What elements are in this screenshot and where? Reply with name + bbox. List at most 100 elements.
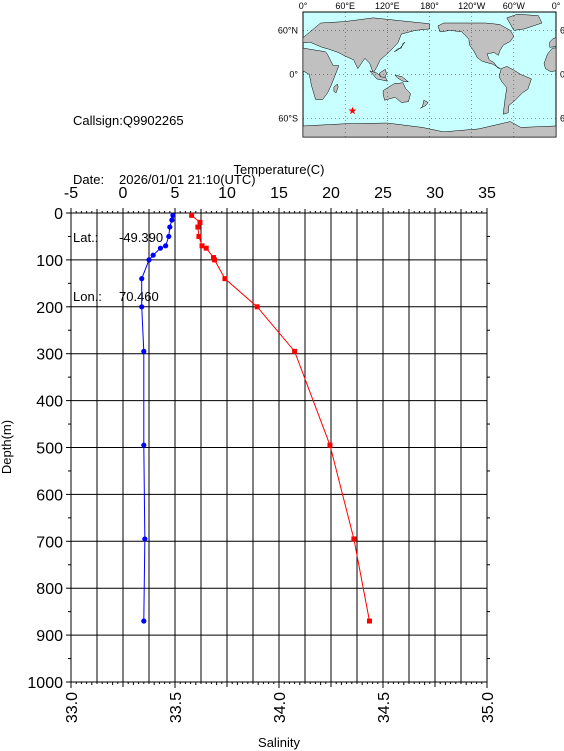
salinity-tick-label: 35.0	[480, 692, 497, 723]
date-row: Date: 2026/01/01 21:10(UTC)	[73, 170, 256, 190]
chart-grid	[70, 212, 488, 683]
salinity-point	[142, 536, 148, 542]
salinity-point	[170, 212, 176, 218]
lat-value: -49.390	[119, 230, 164, 245]
land-eurasia	[302, 17, 430, 74]
map-lon-label: 180°	[420, 1, 439, 11]
temperature-profile-line	[191, 214, 370, 622]
salinity-point	[141, 618, 147, 624]
salinity-tick-label: 34.5	[376, 692, 393, 723]
land-greenland	[506, 13, 543, 31]
temperature-point	[203, 245, 209, 251]
map-lon-label: 120°W	[458, 1, 486, 11]
land-africa	[302, 47, 340, 100]
depth-tick-label: 800	[36, 581, 63, 598]
depth-tick-label: 300	[36, 347, 63, 364]
salinity-tick-label: 34.0	[272, 692, 289, 723]
temperature-point	[222, 276, 228, 282]
temperature-tick-label: 20	[322, 185, 340, 202]
map-lat-label: 0°	[560, 70, 564, 80]
temperature-tick-label: 35	[478, 185, 496, 202]
salinity-tick-label: 33.0	[64, 692, 81, 723]
lat-label: Lat.:	[73, 230, 99, 245]
temperature-tick-label: 5	[171, 185, 180, 202]
depth-tick-label: 700	[36, 534, 63, 551]
temperature-tick-label: 10	[218, 185, 236, 202]
temperature-point	[327, 442, 333, 448]
land-new-guinea	[394, 74, 410, 83]
map-lat-label: 60°S	[278, 114, 298, 124]
map-lat-label: 60°N	[278, 25, 298, 35]
land-africa-west	[543, 47, 557, 72]
land-madagascar	[333, 83, 339, 94]
map-lon-label: 120°E	[375, 1, 400, 11]
depth-tick-label: 0	[54, 206, 63, 223]
map-lat-label: 60°S	[560, 114, 564, 124]
temperature-tick-label: 15	[270, 185, 288, 202]
temperature-tick-label: 25	[374, 185, 392, 202]
temperature-point	[254, 304, 260, 310]
map-lon-label: 0°	[552, 1, 561, 11]
salinity-point	[166, 233, 172, 240]
land-north-america	[437, 22, 515, 69]
callsign-label: Callsign:	[73, 113, 123, 128]
salinity-point	[139, 276, 145, 282]
temperature-tick-label: 0	[119, 185, 128, 202]
salinity-tick-label: 33.5	[168, 692, 185, 723]
land-new-zealand	[420, 99, 429, 109]
map-lon-label: 60°E	[335, 1, 355, 11]
map-lon-label: 60°W	[503, 1, 526, 11]
temperature-point	[199, 243, 205, 249]
temperature-point	[189, 212, 195, 218]
depth-tick-label: 600	[36, 487, 63, 504]
lat-row: Lat.: -49.390	[73, 228, 256, 248]
callsign-value: Q9902265	[122, 113, 184, 128]
salinity-axis-title: Salinity	[258, 735, 300, 750]
station-marker	[348, 106, 357, 115]
land-europe-west	[549, 37, 557, 48]
map-lat-label: 60°N	[560, 25, 564, 35]
land-indonesia	[368, 70, 388, 82]
salinity-point	[141, 348, 147, 354]
land-borneo	[379, 68, 387, 78]
salinity-point	[157, 245, 164, 251]
temperature-point	[292, 348, 298, 354]
lon-label: Lon.:	[73, 288, 102, 304]
station-info: Callsign: Q9902265 Date: 2026/01/01 21:10(…	[73, 72, 256, 326]
chart-series	[139, 212, 372, 624]
temperature-point	[197, 219, 203, 225]
map-tick-labels: 0° 60°E 120°E 180° 120°W 60°W 0° 60°N 60°N 0° 0° 60…	[278, 1, 564, 124]
depth-axis-title: Depth(m)	[0, 420, 14, 474]
salinity-point	[163, 243, 169, 249]
temperature-axis-title: Temperature(C)	[233, 162, 324, 177]
salinity-profile-line	[141, 215, 174, 622]
temperature-point	[351, 536, 357, 542]
temperature-point	[196, 233, 202, 239]
salinity-point	[146, 257, 152, 263]
salinity-point	[139, 304, 145, 310]
depth-tick-label: 200	[36, 300, 63, 317]
depth-tick-label: 100	[36, 253, 63, 270]
callsign-row: Callsign: Q9902265	[73, 111, 256, 131]
date-value: 2026/01/01 21:10(UTC)	[119, 171, 256, 187]
temperature-point	[366, 618, 372, 624]
depth-tick-label: 900	[36, 628, 63, 645]
land-japan	[394, 41, 406, 52]
salinity-point	[141, 442, 147, 448]
salinity-point	[150, 252, 156, 258]
date-label: Date:	[73, 171, 105, 187]
temperature-tick-label: -5	[64, 185, 78, 202]
salinity-point	[167, 224, 173, 230]
temperature-point	[212, 257, 218, 263]
land-south-america	[498, 66, 532, 115]
station-star-icon	[348, 106, 357, 115]
salinity-point	[169, 217, 175, 223]
land-australia	[382, 82, 411, 103]
depth-tick-label: 1000	[27, 675, 63, 692]
map-lat-label: 0°	[289, 70, 298, 80]
depth-tick-label: 400	[36, 394, 63, 411]
temperature-point	[195, 224, 201, 230]
